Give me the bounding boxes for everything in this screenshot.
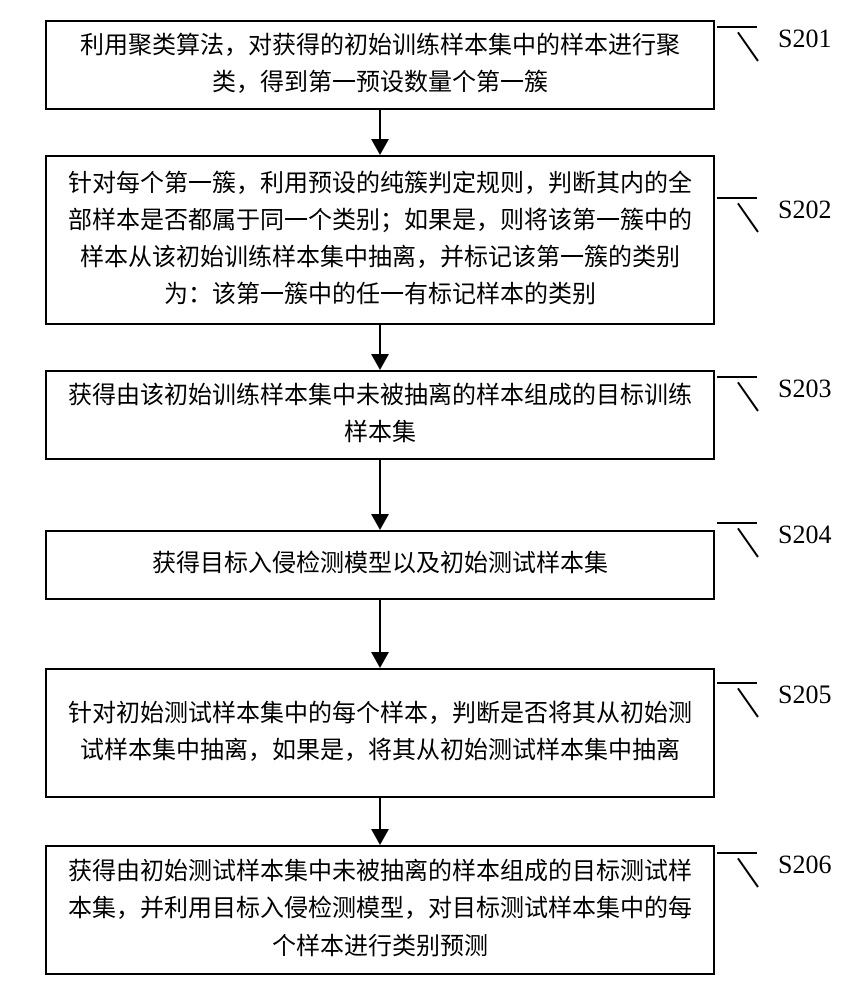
- step-text: 获得目标入侵检测模型以及初始测试样本集: [152, 546, 608, 583]
- step-label-s201: S201: [778, 24, 831, 54]
- step-label-s205: S205: [778, 680, 831, 710]
- leader-line: [737, 858, 759, 888]
- step-text: 利用聚类算法，对获得的初始训练样本集中的样本进行聚类，得到第一预设数量个第一簇: [59, 28, 701, 102]
- arrow: [379, 460, 381, 514]
- arrow-head: [371, 139, 389, 155]
- step-label-s204: S204: [778, 520, 831, 550]
- step-label-s206: S206: [778, 850, 831, 880]
- arrow: [379, 600, 381, 652]
- leader-line: [717, 376, 757, 378]
- arrow: [379, 110, 381, 139]
- step-text: 针对初始测试样本集中的每个样本，判断是否将其从初始测试样本集中抽离，如果是，将其…: [59, 696, 701, 770]
- leader-line: [737, 203, 759, 233]
- step-box-s203: 获得由该初始训练样本集中未被抽离的样本组成的目标训练样本集: [45, 370, 715, 460]
- leader-line: [737, 528, 759, 558]
- step-text: 获得由该初始训练样本集中未被抽离的样本组成的目标训练样本集: [59, 378, 701, 452]
- arrow: [379, 325, 381, 354]
- step-box-s204: 获得目标入侵检测模型以及初始测试样本集: [45, 530, 715, 600]
- arrow-head: [371, 652, 389, 668]
- leader-line: [737, 32, 759, 62]
- arrow-head: [371, 514, 389, 530]
- leader-line: [717, 197, 757, 199]
- leader-line: [737, 688, 759, 718]
- arrow-head: [371, 829, 389, 845]
- arrow: [379, 798, 381, 829]
- arrow-head: [371, 354, 389, 370]
- leader-line: [717, 522, 757, 524]
- step-label-s203: S203: [778, 374, 831, 404]
- step-text: 针对每个第一簇，利用预设的纯簇判定规则，判断其内的全部样本是否都属于同一个类别；…: [59, 166, 701, 315]
- step-box-s205: 针对初始测试样本集中的每个样本，判断是否将其从初始测试样本集中抽离，如果是，将其…: [45, 668, 715, 798]
- leader-line: [717, 852, 757, 854]
- leader-line: [737, 382, 759, 412]
- leader-line: [717, 26, 757, 28]
- step-box-s202: 针对每个第一簇，利用预设的纯簇判定规则，判断其内的全部样本是否都属于同一个类别；…: [45, 155, 715, 325]
- step-text: 获得由初始测试样本集中未被抽离的样本组成的目标测试样本集，并利用目标入侵检测模型…: [59, 854, 701, 966]
- flowchart-canvas: 利用聚类算法，对获得的初始训练样本集中的样本进行聚类，得到第一预设数量个第一簇 …: [0, 0, 859, 1000]
- step-box-s206: 获得由初始测试样本集中未被抽离的样本组成的目标测试样本集，并利用目标入侵检测模型…: [45, 845, 715, 975]
- step-label-s202: S202: [778, 195, 831, 225]
- step-box-s201: 利用聚类算法，对获得的初始训练样本集中的样本进行聚类，得到第一预设数量个第一簇: [45, 20, 715, 110]
- leader-line: [717, 682, 757, 684]
